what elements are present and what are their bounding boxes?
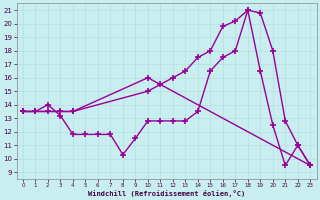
X-axis label: Windchill (Refroidissement éolien,°C): Windchill (Refroidissement éolien,°C)	[88, 190, 245, 197]
